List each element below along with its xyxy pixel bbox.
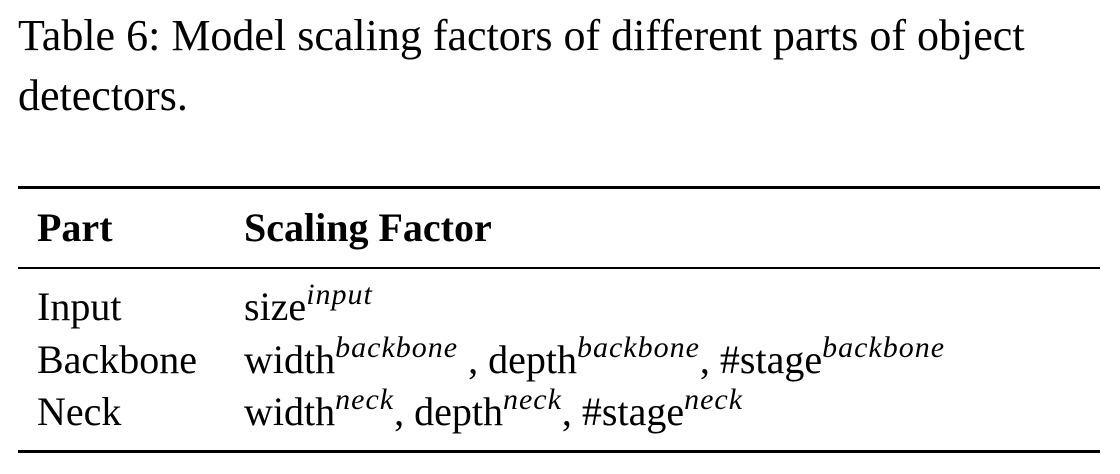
factor-base: #stage [571, 389, 685, 434]
factor-base: depth [404, 389, 503, 434]
factor-base: width [244, 337, 336, 382]
factor-superscript: backbone [822, 331, 946, 364]
header-part: Part [37, 205, 113, 250]
row-input-part: Input [37, 284, 122, 329]
row-backbone-part: Backbone [37, 337, 197, 382]
factor-separator: , [699, 337, 710, 382]
row-neck-factors: widthneck, depthneck, #stageneck [244, 383, 743, 440]
factor-superscript: backbone [335, 331, 459, 364]
header-scaling-factor: Scaling Factor [244, 205, 492, 250]
factor-base: depth [478, 337, 577, 382]
row-backbone-factors: widthbackbone , depthbackbone, #stagebac… [244, 331, 945, 388]
factor-superscript: neck [335, 383, 395, 416]
factor-superscript: neck [502, 383, 562, 416]
factor-superscript: input [306, 278, 373, 311]
bottom-rule [18, 450, 1100, 453]
row-neck-part: Neck [37, 389, 122, 434]
top-rule [18, 186, 1100, 189]
factor-superscript: backbone [576, 331, 700, 364]
header-rule [18, 267, 1100, 269]
factor-base: width [244, 389, 336, 434]
factor-separator: , [458, 337, 479, 382]
table-caption: Table 6: Model scaling factors of differ… [18, 11, 1025, 120]
factor-separator: , [561, 389, 572, 434]
row-input-factors: sizeinput [244, 278, 373, 335]
factor-base: #stage [709, 337, 823, 382]
factor-base: size [244, 284, 307, 329]
factor-superscript: neck [684, 383, 744, 416]
factor-separator: , [394, 389, 405, 434]
